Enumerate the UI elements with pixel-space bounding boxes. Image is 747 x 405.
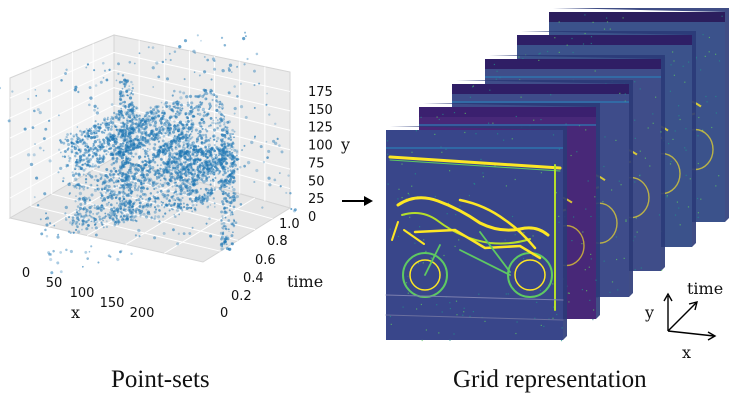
y-axis-label: y <box>340 135 350 154</box>
y-tick-labels: 0 25 50 75 100 125 150 175 <box>308 85 333 225</box>
y-tick-label: 150 <box>308 103 333 118</box>
caption-point-sets: Point-sets <box>111 366 210 393</box>
y-tick-label: 25 <box>308 192 325 207</box>
x-tick-label: 100 <box>70 286 95 301</box>
y-tick-label: 125 <box>308 121 333 136</box>
x-tick-label: 150 <box>100 296 125 311</box>
grid-frame-stack <box>385 8 729 342</box>
mini-axis-time-label: time <box>687 279 723 298</box>
x-tick-label: 0 <box>22 266 30 281</box>
mini-axis-y-label: y <box>644 303 654 322</box>
y-tick-label: 100 <box>308 139 333 154</box>
x-tick-label: 200 <box>130 306 155 321</box>
time-tick-labels: 00.2 0.4 0.6 0.8 1.0 <box>220 217 300 321</box>
y-tick-label: 75 <box>308 156 325 171</box>
time-tick-label: 0.6 <box>255 253 276 268</box>
time-tick-label: 0.8 <box>267 234 288 249</box>
mini-axis-x-label: x <box>682 343 691 362</box>
point-cloud <box>0 31 297 275</box>
y-tick-label: 0 <box>308 210 316 225</box>
time-tick-label: 0.2 <box>231 289 252 304</box>
time-tick-label: 0 <box>220 306 228 321</box>
y-tick-label: 175 <box>308 85 333 100</box>
time-axis-label: time <box>287 272 323 291</box>
pane-gridlines <box>9 40 291 254</box>
caption-grid-representation: Grid representation <box>453 366 647 393</box>
mini-axes <box>663 292 717 341</box>
time-tick-label: 1.0 <box>279 217 300 232</box>
x-tick-label: 50 <box>46 276 63 291</box>
y-tick-label: 50 <box>308 174 325 189</box>
transform-arrow <box>342 196 373 206</box>
time-tick-label: 0.4 <box>243 271 264 286</box>
motorcycle-event-image <box>385 155 564 321</box>
x-axis-label: x <box>71 303 80 322</box>
x-tick-labels: 0 50 100 150 200 <box>22 266 155 321</box>
